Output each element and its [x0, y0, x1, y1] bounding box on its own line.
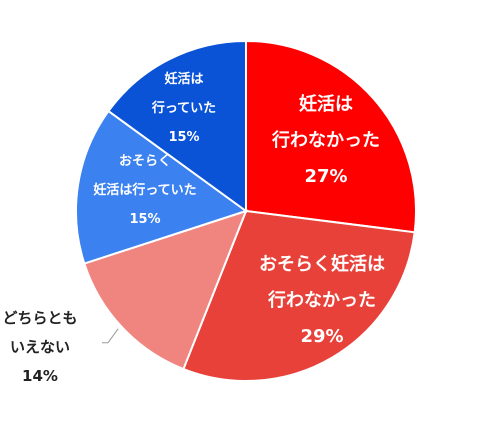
slice-value-label: 15%: [129, 212, 160, 227]
slice-category-label: おそらく: [119, 154, 171, 169]
pie-slice-5: [107, 39, 247, 213]
slice-category-label: 行わなかった: [267, 289, 376, 311]
pie-slice-4: [75, 109, 249, 265]
slice-category-label: 行っていた: [151, 100, 216, 116]
slice-category-label: 行わなかった: [271, 129, 380, 151]
slice-category-label: 妊活は: [164, 71, 203, 87]
slice-value-label: 27%: [304, 166, 347, 187]
slice-category-label: 妊活は: [299, 93, 353, 115]
slice-value-label: 14%: [22, 367, 58, 385]
pie-slices: [75, 39, 418, 382]
callout-line-3: [102, 328, 119, 344]
slice-value-label: 15%: [168, 130, 199, 145]
pie-slice-1: [245, 39, 418, 234]
slice-label-5: 妊活は行っていた 15%: [151, 71, 216, 145]
pie-slice-2: [182, 209, 416, 382]
slice-category-label: 妊活は行っていた: [93, 182, 196, 198]
slice-value-label: 29%: [300, 326, 343, 347]
slice-category-label: いえない: [10, 338, 70, 356]
slice-category-label: どちらとも: [2, 309, 77, 327]
slice-category-label: おそらく妊活は: [259, 253, 385, 275]
pie-labels: 妊活は行わなかった27%おそらく妊活は行わなかった29%どちらともいえない14%…: [2, 71, 385, 385]
